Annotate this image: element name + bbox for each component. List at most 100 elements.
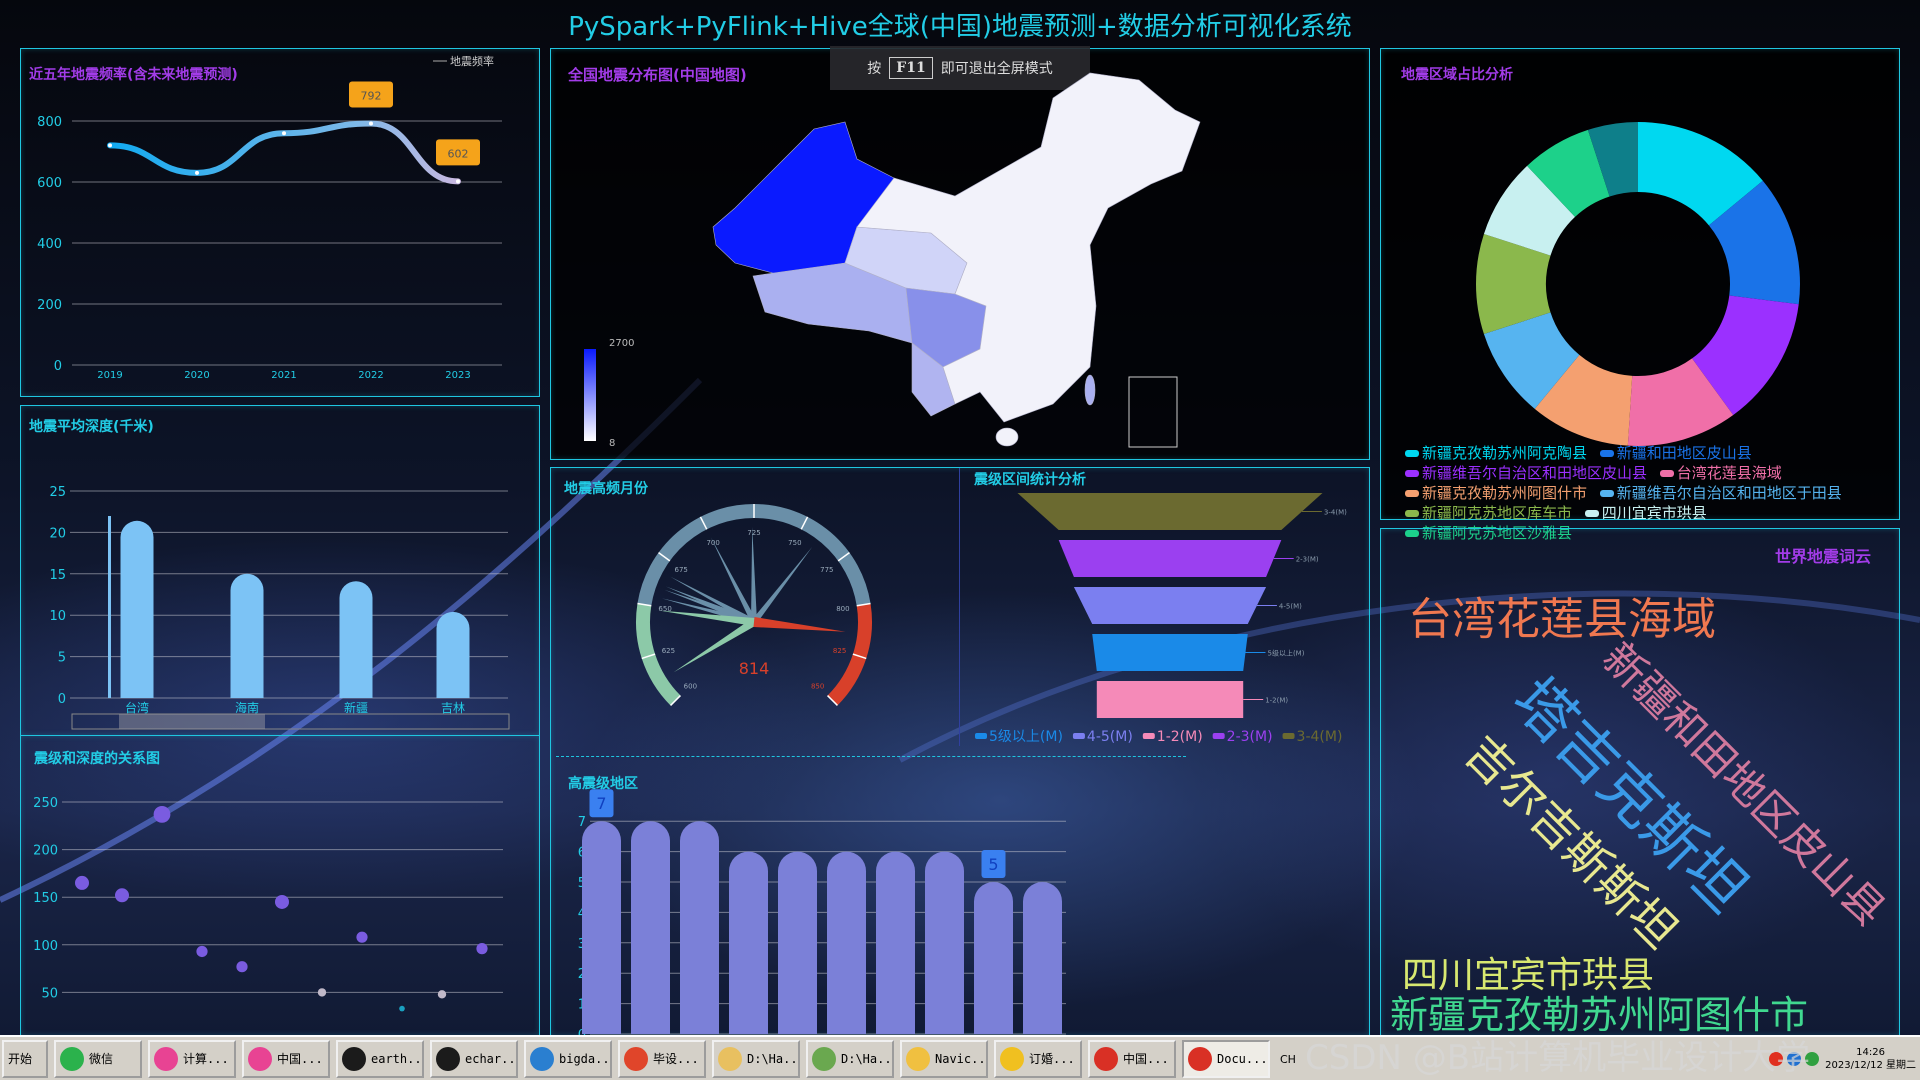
depth-bar[interactable] xyxy=(339,581,373,698)
high-bar[interactable] xyxy=(778,851,818,1034)
region-taiwan[interactable] xyxy=(1084,374,1096,406)
donut-slice[interactable] xyxy=(1483,165,1576,256)
taskbar-item-label: 中国... xyxy=(1123,1052,1169,1066)
high-bar[interactable] xyxy=(925,851,964,1034)
line-point[interactable] xyxy=(195,170,199,175)
funnel-label: 1-2(M) xyxy=(1265,697,1288,705)
visual-map-bar[interactable] xyxy=(584,349,596,441)
high-bar[interactable] xyxy=(974,882,1013,1034)
high-bar[interactable] xyxy=(827,851,866,1034)
taskbar-item-label: 订婚... xyxy=(1029,1052,1075,1066)
data-zoom-slider[interactable] xyxy=(71,713,510,730)
funnel-label: 2-3(M) xyxy=(1296,556,1319,564)
scatter-point[interactable] xyxy=(317,988,327,997)
depth-y-tick: 15 xyxy=(49,568,66,583)
scatter-point[interactable] xyxy=(399,1005,405,1012)
high-bar[interactable] xyxy=(582,821,621,1034)
donut-legend-item[interactable]: 四川宜宾市珙县 xyxy=(1584,504,1707,522)
high-bar[interactable] xyxy=(680,821,719,1034)
taskbar-item[interactable]: 计算... xyxy=(148,1039,236,1078)
donut-legend-item[interactable]: 新疆克孜勒苏州阿克陶县 xyxy=(1405,444,1587,462)
donut-slice[interactable] xyxy=(1476,233,1551,335)
line-point[interactable] xyxy=(108,143,112,148)
scatter-point[interactable] xyxy=(236,961,248,973)
legend-swatch xyxy=(1405,470,1419,477)
high-bar[interactable] xyxy=(876,851,915,1034)
funnel-layer[interactable] xyxy=(1058,540,1282,577)
high-bar[interactable] xyxy=(1023,882,1062,1034)
taskbar-item[interactable]: 订婚... xyxy=(994,1039,1082,1078)
scatter-point[interactable] xyxy=(356,931,368,943)
donut-legend-item[interactable]: 新疆克孜勒苏州阿图什市 xyxy=(1405,484,1587,502)
line-y-tick: 0 xyxy=(54,359,62,374)
gauge-tick xyxy=(800,516,809,530)
funnel-layer[interactable] xyxy=(1092,634,1248,671)
scatter-point[interactable] xyxy=(153,805,171,823)
depth-bar[interactable] xyxy=(120,520,154,698)
region-east-china[interactable] xyxy=(856,72,1201,423)
tray-icon[interactable] xyxy=(1805,1052,1820,1066)
taskbar-item[interactable]: 微信 xyxy=(54,1039,142,1078)
scatter-point[interactable] xyxy=(437,990,447,999)
funnel-legend-item[interactable]: 1-2(M) xyxy=(1157,729,1203,745)
taskbar-item[interactable]: Navic... xyxy=(900,1039,988,1078)
taskbar-item[interactable]: 中国... xyxy=(242,1039,330,1078)
funnel-legend-item[interactable]: 3-4(M) xyxy=(1297,729,1343,745)
funnel-legend-item[interactable]: 5级以上(M) xyxy=(989,729,1063,745)
region-yunnan[interactable] xyxy=(911,342,956,417)
line-point[interactable] xyxy=(282,131,286,136)
donut-legend-item[interactable]: 台湾花莲县海域 xyxy=(1659,464,1782,482)
clock[interactable]: 14:26 2023/12/12 星期二 xyxy=(1825,1046,1916,1072)
funnel-legend-item[interactable]: 4-5(M) xyxy=(1087,729,1133,745)
donut-legend-item[interactable]: 新疆维吾尔自治区和田地区于田县 xyxy=(1599,484,1842,502)
app-icon xyxy=(530,1046,554,1071)
taskbar-item[interactable]: D:\Ha... xyxy=(712,1039,800,1078)
donut-slice[interactable] xyxy=(1527,129,1610,217)
scatter-point[interactable] xyxy=(275,894,289,909)
taskbar-item-label: earth... xyxy=(371,1051,424,1066)
depth-bar[interactable] xyxy=(230,573,264,698)
high-bar[interactable] xyxy=(631,821,670,1034)
tray-icon[interactable] xyxy=(1787,1052,1802,1066)
taskbar-item[interactable]: D:\Ha... xyxy=(806,1039,894,1078)
tray-icon[interactable] xyxy=(1769,1052,1784,1066)
taskbar-item[interactable]: echar... xyxy=(430,1039,518,1078)
depth-bar[interactable] xyxy=(436,611,470,698)
donut-slice[interactable] xyxy=(1483,312,1580,409)
scatter-point[interactable] xyxy=(196,945,208,958)
donut-legend-item[interactable]: 新疆维吾尔自治区和田地区皮山县 xyxy=(1405,464,1647,482)
line-point[interactable] xyxy=(369,121,373,126)
high-bar[interactable] xyxy=(729,851,768,1034)
funnel-layer[interactable] xyxy=(1096,681,1244,718)
taskbar-item[interactable]: Docu... xyxy=(1182,1039,1270,1078)
scatter-point[interactable] xyxy=(115,888,129,903)
line-legend[interactable]: 地震频率 xyxy=(450,54,494,68)
donut-legend-item[interactable]: 新疆和田地区皮山县 xyxy=(1599,444,1752,462)
taskbar-item[interactable]: 毕设... xyxy=(618,1039,706,1078)
donut-slice[interactable] xyxy=(1692,295,1799,416)
donut-slice[interactable] xyxy=(1708,180,1800,305)
high-bar-marker xyxy=(981,850,1006,878)
region-hainan[interactable] xyxy=(995,427,1019,447)
line-point[interactable] xyxy=(456,179,460,184)
donut-slice[interactable] xyxy=(1627,358,1734,446)
app-icon xyxy=(154,1046,178,1071)
scatter-point[interactable] xyxy=(476,943,488,955)
donut-slice[interactable] xyxy=(1587,122,1638,197)
funnel-layer[interactable] xyxy=(1073,587,1267,624)
panel-title: 高震级地区 xyxy=(568,776,638,792)
start-button[interactable]: 开始 xyxy=(2,1039,48,1078)
taskbar-item[interactable]: earth... xyxy=(336,1039,424,1078)
scatter-point[interactable] xyxy=(75,875,89,890)
gauge-tick xyxy=(837,552,850,562)
funnel-layer[interactable] xyxy=(1017,493,1323,530)
taskbar-item[interactable]: bigda... xyxy=(524,1039,612,1078)
donut-slice[interactable] xyxy=(1638,122,1763,226)
funnel-legend-item[interactable]: 2-3(M) xyxy=(1227,729,1273,745)
taskbar-item[interactable]: 中国... xyxy=(1088,1039,1176,1078)
ime-indicator[interactable]: CH xyxy=(1280,1052,1296,1066)
donut-slice[interactable] xyxy=(1534,354,1633,446)
donut-legend-item[interactable]: 新疆阿克苏地区库车市 xyxy=(1405,504,1572,522)
data-zoom-window[interactable] xyxy=(119,714,265,729)
